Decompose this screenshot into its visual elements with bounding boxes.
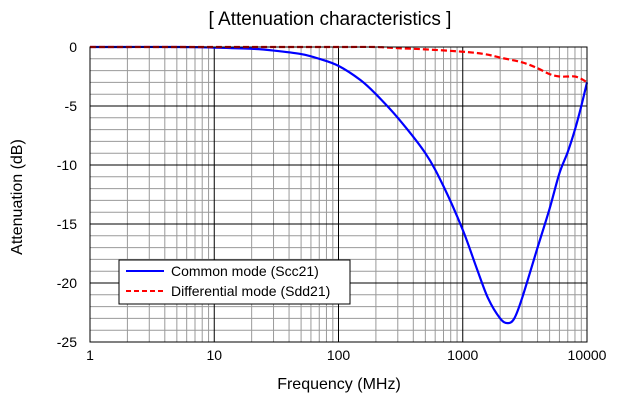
x-tick-label: 1000 — [447, 347, 478, 363]
x-axis-title: Frequency (MHz) — [277, 376, 401, 393]
x-tick-label: 1 — [86, 347, 94, 363]
y-tick-label: -15 — [57, 216, 77, 232]
chart-title: [ Attenuation characteristics ] — [209, 9, 452, 30]
legend-label-differential-mode: Differential mode (Sdd21) — [171, 283, 330, 299]
x-tick-labels: 1 10 100 1000 10000 — [86, 347, 607, 363]
x-tick-label: 10 — [206, 347, 222, 363]
y-tick-label: -10 — [57, 157, 77, 173]
plot-frame — [89, 46, 588, 343]
legend-label-common-mode: Common mode (Scc21) — [171, 263, 319, 279]
x-tick-label: 100 — [327, 347, 351, 363]
y-tick-label: 0 — [69, 39, 77, 55]
y-tick-label: -5 — [65, 98, 78, 114]
series-line-common-mode — [89, 45, 589, 325]
y-tick-label: -25 — [57, 334, 77, 350]
y-tick-label: -20 — [57, 275, 77, 291]
legend: Common mode (Scc21) Differential mode (S… — [118, 259, 351, 305]
x-tick-label: 10000 — [568, 347, 607, 363]
y-axis-title: Attenuation (dB) — [9, 139, 26, 255]
legend-box — [118, 259, 351, 305]
y-tick-labels: 0 -5 -10 -15 -20 -25 — [57, 39, 77, 350]
